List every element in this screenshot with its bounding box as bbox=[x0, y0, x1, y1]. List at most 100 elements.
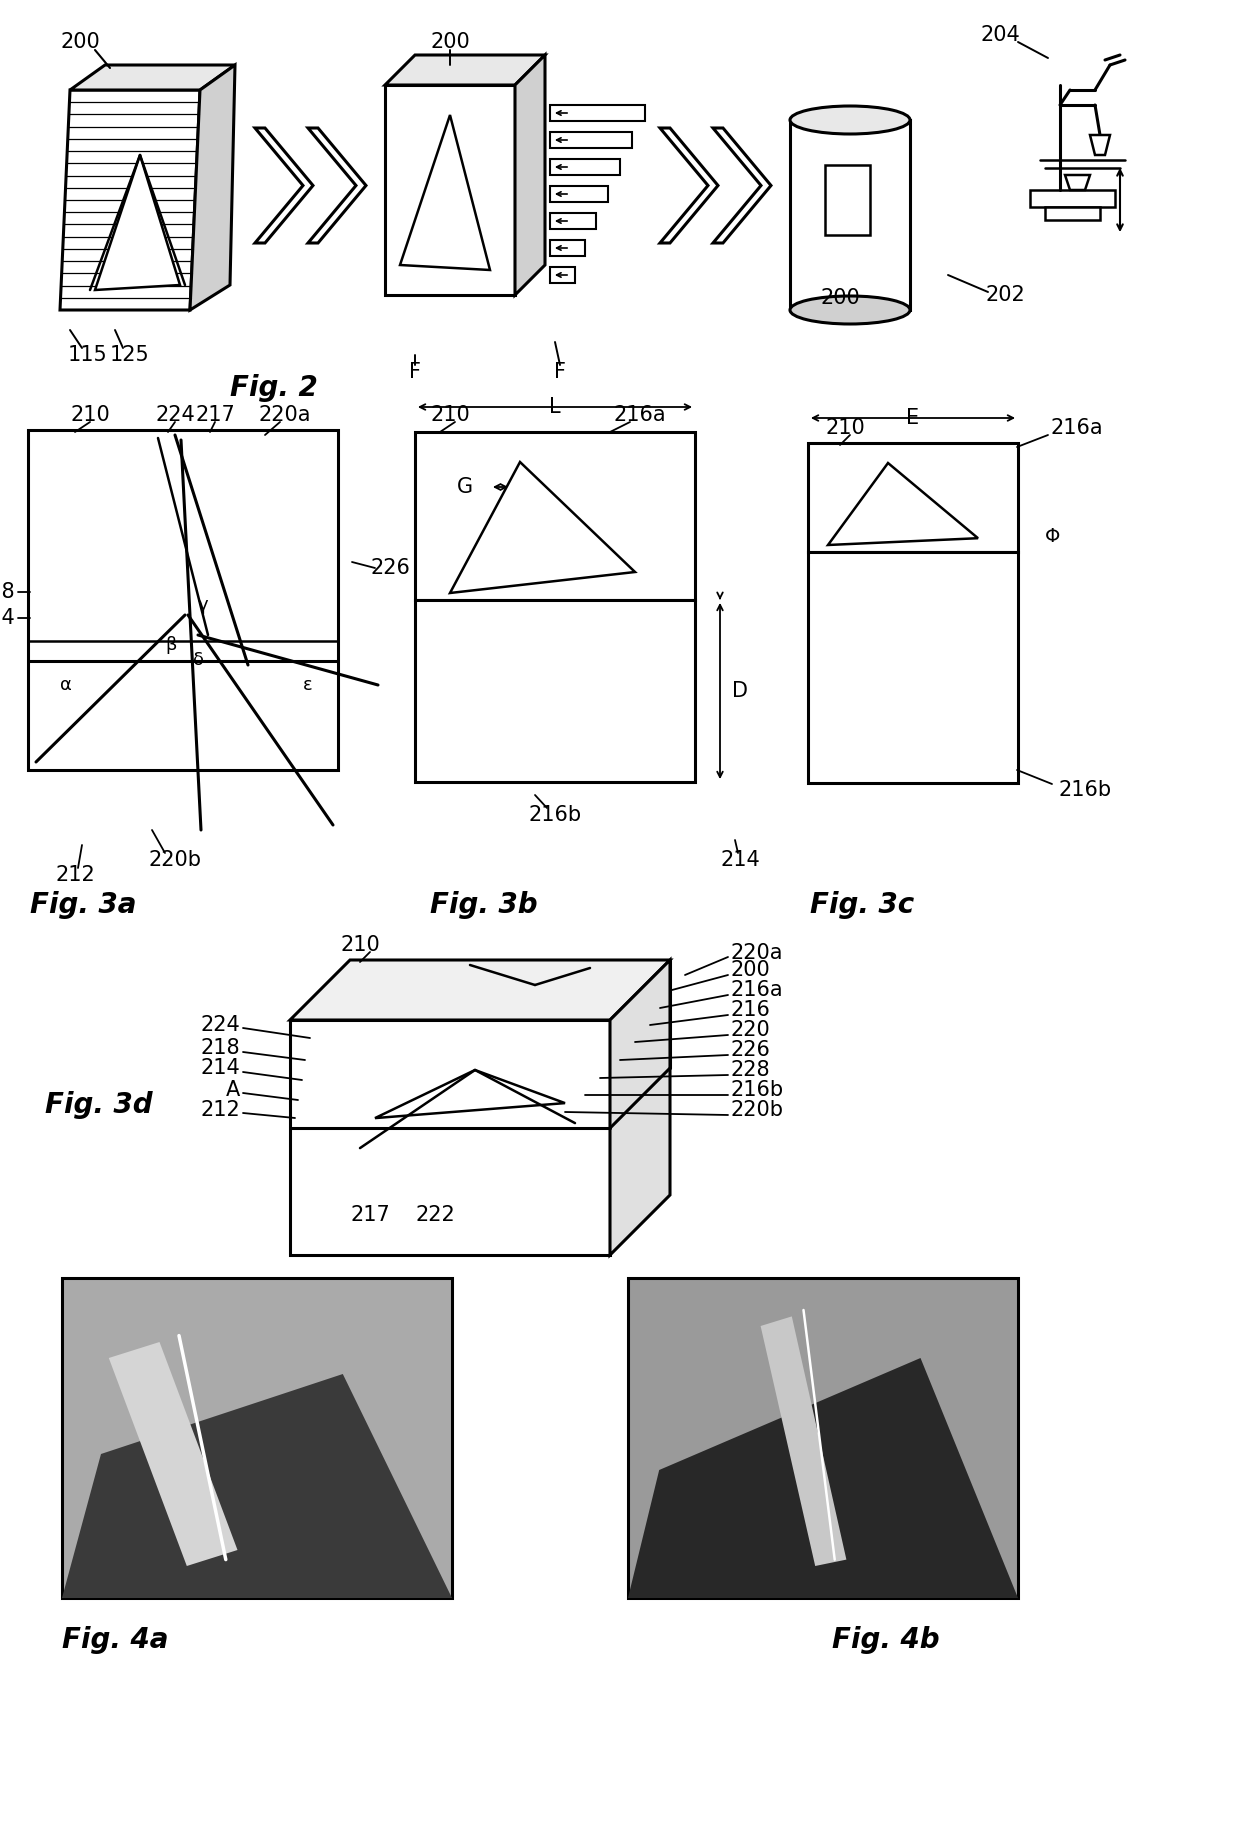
Text: β: β bbox=[165, 635, 176, 654]
Text: 220a: 220a bbox=[259, 405, 311, 425]
Text: 220b: 220b bbox=[149, 851, 201, 871]
Text: Fig. 3b: Fig. 3b bbox=[430, 891, 538, 919]
Polygon shape bbox=[62, 1373, 453, 1598]
Text: 220: 220 bbox=[730, 1020, 770, 1040]
Polygon shape bbox=[551, 214, 596, 228]
Text: 226: 226 bbox=[730, 1040, 770, 1060]
Polygon shape bbox=[384, 85, 515, 295]
Text: 200: 200 bbox=[730, 959, 770, 979]
Text: Fig. 4a: Fig. 4a bbox=[62, 1626, 169, 1653]
Text: 226: 226 bbox=[370, 558, 410, 578]
Polygon shape bbox=[415, 433, 694, 600]
Polygon shape bbox=[62, 1278, 453, 1598]
Text: D: D bbox=[732, 681, 748, 701]
Polygon shape bbox=[95, 155, 180, 291]
Ellipse shape bbox=[790, 107, 910, 134]
Polygon shape bbox=[69, 64, 236, 90]
Text: 210: 210 bbox=[340, 935, 379, 955]
Text: 212: 212 bbox=[200, 1101, 241, 1119]
Polygon shape bbox=[255, 129, 312, 243]
Polygon shape bbox=[109, 1342, 238, 1567]
Polygon shape bbox=[627, 1278, 1018, 1598]
Polygon shape bbox=[760, 1316, 847, 1567]
Text: 224: 224 bbox=[155, 405, 195, 425]
Polygon shape bbox=[551, 239, 585, 256]
Polygon shape bbox=[308, 129, 366, 243]
Polygon shape bbox=[610, 959, 670, 1256]
Text: Fig. 4b: Fig. 4b bbox=[832, 1626, 940, 1653]
Polygon shape bbox=[515, 55, 546, 295]
Text: 125: 125 bbox=[110, 344, 150, 365]
Text: Φ: Φ bbox=[1045, 527, 1060, 547]
Text: 200: 200 bbox=[820, 287, 859, 307]
Text: G: G bbox=[456, 477, 474, 497]
Text: 210: 210 bbox=[71, 405, 110, 425]
Polygon shape bbox=[551, 133, 632, 147]
Text: E: E bbox=[906, 409, 920, 427]
Polygon shape bbox=[825, 166, 870, 236]
Text: 216b: 216b bbox=[1058, 781, 1111, 801]
Polygon shape bbox=[808, 444, 1018, 552]
Polygon shape bbox=[713, 129, 771, 243]
Text: 214: 214 bbox=[0, 608, 15, 628]
Text: δ: δ bbox=[192, 652, 203, 668]
Text: 218: 218 bbox=[201, 1038, 241, 1059]
Polygon shape bbox=[551, 105, 645, 122]
Text: ε: ε bbox=[304, 676, 312, 694]
Polygon shape bbox=[551, 186, 608, 203]
Text: F: F bbox=[554, 363, 565, 381]
Text: 216a: 216a bbox=[1050, 418, 1102, 438]
Text: 200: 200 bbox=[430, 31, 470, 52]
Text: 210: 210 bbox=[430, 405, 470, 425]
Text: F: F bbox=[409, 363, 422, 381]
Text: 202: 202 bbox=[985, 285, 1025, 306]
Polygon shape bbox=[551, 158, 620, 175]
Text: α: α bbox=[60, 676, 72, 694]
Polygon shape bbox=[190, 64, 236, 309]
Polygon shape bbox=[1045, 206, 1100, 221]
Text: 216a: 216a bbox=[730, 979, 782, 1000]
Text: 228: 228 bbox=[730, 1060, 770, 1081]
Text: 216b: 216b bbox=[730, 1081, 784, 1101]
Text: 217: 217 bbox=[195, 405, 234, 425]
Polygon shape bbox=[60, 90, 200, 309]
Text: 204: 204 bbox=[980, 26, 1019, 44]
Text: 214: 214 bbox=[200, 1059, 241, 1079]
Text: 218: 218 bbox=[0, 582, 15, 602]
Text: 200: 200 bbox=[60, 31, 100, 52]
Text: 216: 216 bbox=[730, 1000, 770, 1020]
Polygon shape bbox=[1030, 190, 1115, 206]
Polygon shape bbox=[415, 600, 694, 782]
Text: 222: 222 bbox=[415, 1206, 455, 1224]
Text: A: A bbox=[226, 1081, 241, 1101]
Ellipse shape bbox=[790, 296, 910, 324]
Polygon shape bbox=[290, 959, 670, 1020]
Polygon shape bbox=[401, 114, 490, 271]
Text: Fig. 2: Fig. 2 bbox=[229, 374, 317, 401]
Text: 115: 115 bbox=[68, 344, 108, 365]
Polygon shape bbox=[627, 1359, 1018, 1598]
Polygon shape bbox=[1090, 134, 1110, 155]
Polygon shape bbox=[374, 1070, 565, 1117]
Text: 220b: 220b bbox=[730, 1101, 782, 1119]
Polygon shape bbox=[1065, 175, 1090, 190]
Text: Fig. 3d: Fig. 3d bbox=[45, 1092, 153, 1119]
Polygon shape bbox=[828, 462, 978, 545]
Text: 212: 212 bbox=[55, 865, 95, 886]
Text: 216b: 216b bbox=[528, 805, 582, 825]
Text: Fig. 3a: Fig. 3a bbox=[30, 891, 136, 919]
Text: γ: γ bbox=[197, 596, 208, 615]
Polygon shape bbox=[290, 1020, 610, 1256]
Polygon shape bbox=[29, 431, 339, 770]
Polygon shape bbox=[660, 129, 718, 243]
Polygon shape bbox=[450, 462, 635, 593]
Polygon shape bbox=[551, 267, 575, 284]
Polygon shape bbox=[790, 120, 910, 309]
Text: 210: 210 bbox=[825, 418, 864, 438]
Text: 214: 214 bbox=[720, 851, 760, 871]
Text: Fig. 3c: Fig. 3c bbox=[810, 891, 914, 919]
Text: 217: 217 bbox=[350, 1206, 389, 1224]
Text: 216a: 216a bbox=[614, 405, 666, 425]
Text: 220a: 220a bbox=[730, 943, 782, 963]
Text: 224: 224 bbox=[200, 1014, 241, 1035]
